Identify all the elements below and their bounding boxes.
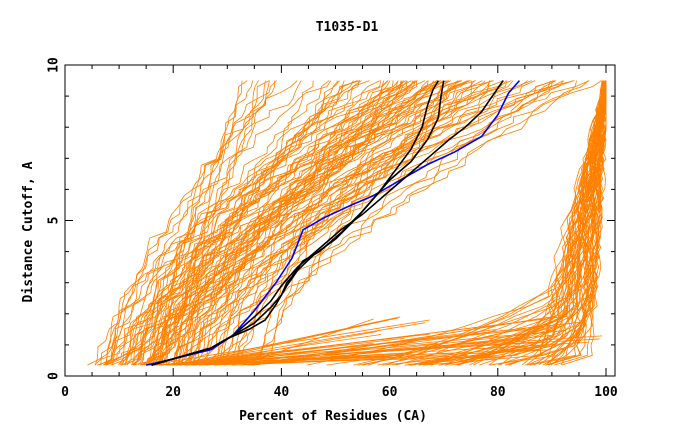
model-curve — [231, 355, 468, 366]
model-curve — [548, 80, 607, 366]
model-curve — [423, 80, 607, 366]
model-curve — [146, 80, 429, 366]
chart-title: T1035-D1 — [316, 20, 379, 35]
model-curve — [159, 333, 431, 366]
model-curve — [155, 80, 361, 366]
model-curve — [362, 80, 606, 366]
model-curve — [188, 80, 443, 366]
highlight-black-series-3 — [151, 80, 504, 366]
model-curve — [382, 80, 606, 366]
model-curve — [178, 322, 580, 366]
highlight-curves — [145, 80, 521, 366]
model-curve — [205, 80, 602, 366]
model-curve — [112, 80, 298, 366]
x-tick-label: 40 — [274, 385, 290, 400]
model-curve — [155, 80, 463, 366]
model-curve — [144, 80, 380, 366]
model-curve — [542, 80, 607, 366]
model-curve — [87, 80, 358, 366]
x-tick-label: 80 — [490, 385, 506, 400]
model-curve — [98, 80, 451, 366]
model-curve — [179, 80, 402, 366]
model-curve — [171, 322, 426, 366]
model-curve — [134, 80, 405, 366]
model-curve — [173, 80, 469, 366]
model-curve — [173, 80, 536, 366]
model-curve — [190, 80, 418, 366]
model-curve — [190, 80, 394, 366]
model-curve — [145, 80, 314, 366]
model-curve — [326, 80, 605, 366]
model-curve — [132, 80, 462, 366]
model-curve — [189, 80, 553, 366]
model-curve — [131, 80, 330, 366]
x-tick-label: 60 — [382, 385, 398, 400]
model-curve — [411, 80, 605, 366]
model-curve — [159, 80, 507, 366]
y-tick-label: 0 — [47, 372, 62, 380]
model-curve — [488, 80, 607, 366]
x-tick-label: 100 — [594, 385, 618, 400]
model-curve — [133, 80, 417, 366]
model-curve — [498, 80, 607, 366]
model-curve — [124, 80, 277, 366]
model-curve — [215, 80, 514, 366]
model-curve — [122, 80, 345, 366]
model-curve — [227, 80, 564, 366]
model-curve — [181, 80, 555, 366]
model-curve — [545, 80, 607, 366]
y-tick-label: 5 — [47, 217, 62, 225]
x-axis-label: Percent of Residues (CA) — [239, 409, 427, 424]
x-tick-label: 0 — [61, 385, 69, 400]
model-curve — [178, 80, 564, 366]
x-axis-ticks: 0 20 40 60 80 100 — [61, 65, 618, 400]
model-curve — [150, 349, 538, 366]
model-curve — [110, 80, 448, 366]
model-curve — [218, 80, 590, 366]
model-curve — [207, 80, 391, 366]
y-axis-ticks: 0 5 10 — [47, 57, 615, 380]
y-tick-label: 10 — [47, 57, 62, 73]
model-curve — [131, 80, 415, 366]
model-curve — [150, 80, 441, 366]
model-curve — [118, 80, 354, 366]
model-curve — [174, 317, 398, 366]
model-curve — [172, 330, 567, 366]
x-tick-label: 20 — [165, 385, 181, 400]
y-axis-label: Distance Cutoff, A — [21, 161, 36, 302]
model-curve — [138, 80, 362, 366]
model-curve — [185, 80, 589, 366]
background-curves — [87, 80, 607, 366]
model-curve — [148, 319, 430, 366]
model-curve — [191, 342, 438, 366]
model-curve — [255, 80, 435, 366]
model-curve — [257, 80, 468, 366]
model-curve — [132, 80, 389, 366]
